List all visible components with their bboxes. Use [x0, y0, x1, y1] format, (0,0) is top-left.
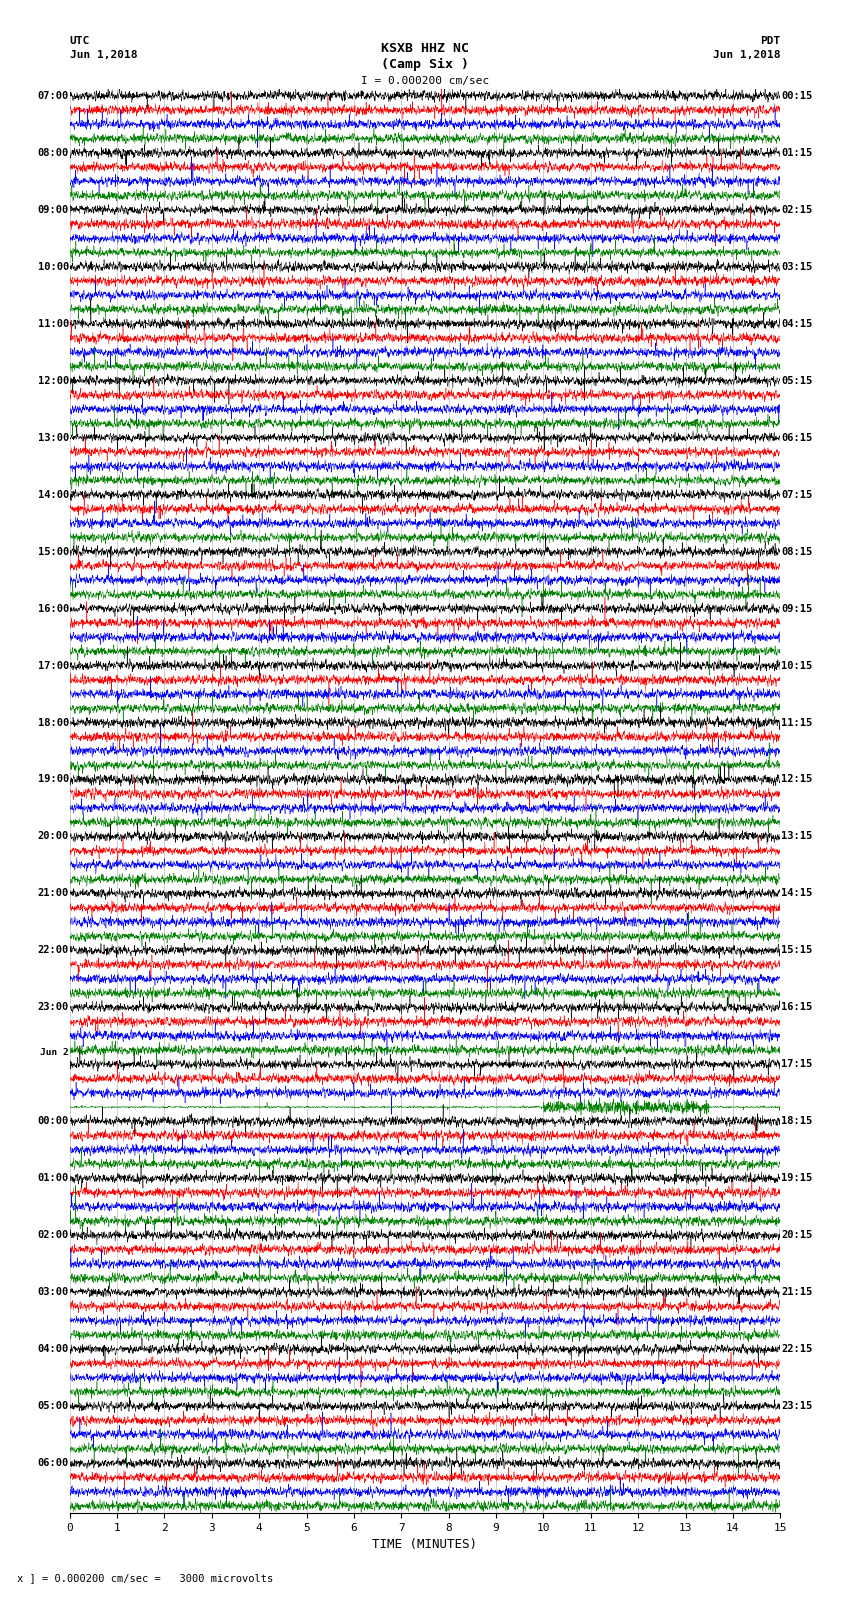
- Text: 22:00: 22:00: [37, 945, 69, 955]
- Text: PDT: PDT: [760, 35, 780, 45]
- Text: 23:00: 23:00: [37, 1002, 69, 1013]
- Text: 23:15: 23:15: [781, 1402, 813, 1411]
- Text: 04:00: 04:00: [37, 1344, 69, 1355]
- Text: KSXB HHZ NC: KSXB HHZ NC: [381, 42, 469, 55]
- Text: 04:15: 04:15: [781, 319, 813, 329]
- Text: 16:15: 16:15: [781, 1002, 813, 1013]
- Text: 17:00: 17:00: [37, 661, 69, 671]
- Text: 18:00: 18:00: [37, 718, 69, 727]
- Text: 05:15: 05:15: [781, 376, 813, 386]
- Text: 00:00: 00:00: [37, 1116, 69, 1126]
- Text: 20:15: 20:15: [781, 1231, 813, 1240]
- Text: (Camp Six ): (Camp Six ): [381, 58, 469, 71]
- Text: 18:15: 18:15: [781, 1116, 813, 1126]
- Text: 09:00: 09:00: [37, 205, 69, 215]
- Text: 15:00: 15:00: [37, 547, 69, 556]
- Text: 15:15: 15:15: [781, 945, 813, 955]
- Text: 00:15: 00:15: [781, 90, 813, 102]
- Text: 03:15: 03:15: [781, 261, 813, 271]
- Text: 14:00: 14:00: [37, 490, 69, 500]
- Text: 19:15: 19:15: [781, 1173, 813, 1184]
- Text: Jun 1,2018: Jun 1,2018: [70, 50, 137, 60]
- Text: 10:00: 10:00: [37, 261, 69, 271]
- Text: 13:00: 13:00: [37, 432, 69, 442]
- Text: 12:15: 12:15: [781, 774, 813, 784]
- Text: 01:00: 01:00: [37, 1173, 69, 1184]
- Text: 03:00: 03:00: [37, 1287, 69, 1297]
- Text: 13:15: 13:15: [781, 831, 813, 842]
- Text: 14:15: 14:15: [781, 889, 813, 898]
- X-axis label: TIME (MINUTES): TIME (MINUTES): [372, 1539, 478, 1552]
- Text: 09:15: 09:15: [781, 603, 813, 613]
- Text: 16:00: 16:00: [37, 603, 69, 613]
- Text: Jun 1,2018: Jun 1,2018: [713, 50, 780, 60]
- Text: 21:15: 21:15: [781, 1287, 813, 1297]
- Text: 05:00: 05:00: [37, 1402, 69, 1411]
- Text: 02:15: 02:15: [781, 205, 813, 215]
- Text: 11:15: 11:15: [781, 718, 813, 727]
- Text: Jun 2: Jun 2: [40, 1048, 69, 1057]
- Text: 12:00: 12:00: [37, 376, 69, 386]
- Text: 21:00: 21:00: [37, 889, 69, 898]
- Text: I = 0.000200 cm/sec: I = 0.000200 cm/sec: [361, 76, 489, 85]
- Text: 10:15: 10:15: [781, 661, 813, 671]
- Text: 11:00: 11:00: [37, 319, 69, 329]
- Text: 08:15: 08:15: [781, 547, 813, 556]
- Text: 07:00: 07:00: [37, 90, 69, 102]
- Text: 08:00: 08:00: [37, 148, 69, 158]
- Text: 19:00: 19:00: [37, 774, 69, 784]
- Text: 06:15: 06:15: [781, 432, 813, 442]
- Text: 07:15: 07:15: [781, 490, 813, 500]
- Text: 06:00: 06:00: [37, 1458, 69, 1468]
- Text: 01:15: 01:15: [781, 148, 813, 158]
- Text: 02:00: 02:00: [37, 1231, 69, 1240]
- Text: UTC: UTC: [70, 35, 90, 45]
- Text: 22:15: 22:15: [781, 1344, 813, 1355]
- Text: x ] = 0.000200 cm/sec =   3000 microvolts: x ] = 0.000200 cm/sec = 3000 microvolts: [17, 1573, 273, 1582]
- Text: 17:15: 17:15: [781, 1060, 813, 1069]
- Text: 20:00: 20:00: [37, 831, 69, 842]
